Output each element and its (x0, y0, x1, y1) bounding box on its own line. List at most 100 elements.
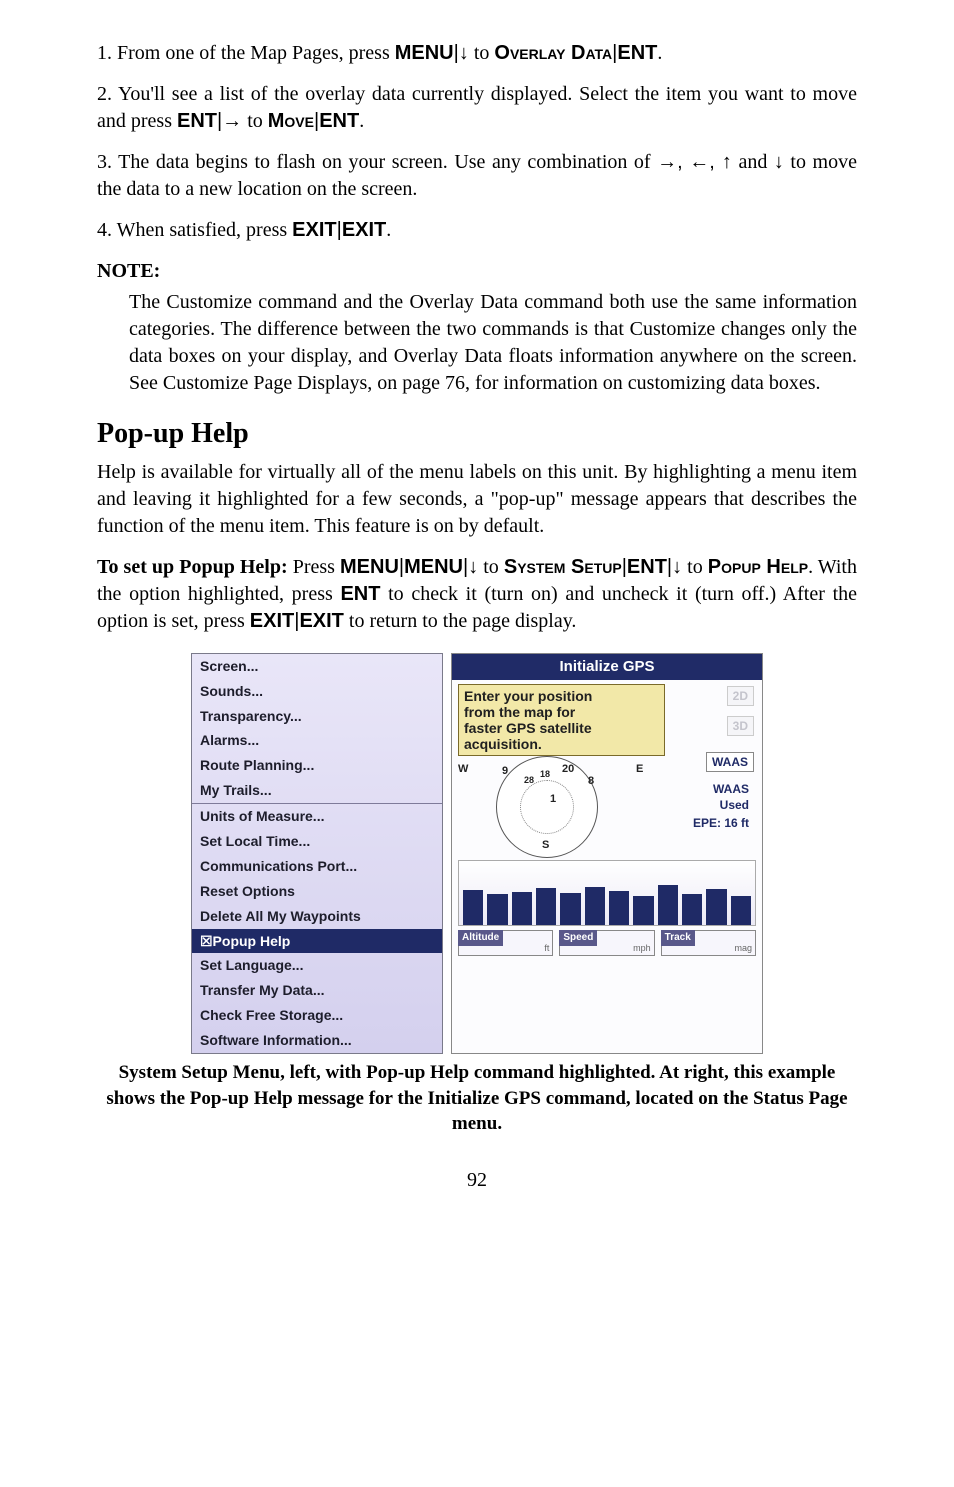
menu-item[interactable]: Set Language... (192, 953, 442, 978)
menu-item[interactable]: Sounds... (192, 679, 442, 704)
gauge-unit: mph (633, 942, 651, 954)
txt: to (682, 556, 708, 578)
exit-key: EXIT (299, 610, 343, 632)
down-arrow-icon: ↓ (672, 556, 682, 578)
gauge-track: Track mag (661, 930, 756, 956)
txt: Press (288, 556, 340, 578)
signal-bar (487, 894, 507, 925)
compass-w: W (458, 762, 468, 777)
gauge-speed: Speed mph (559, 930, 654, 956)
menu-item[interactable]: Set Local Time... (192, 829, 442, 854)
arrows-left-up-icon: ←, ↑ (689, 151, 732, 173)
signal-bar (706, 889, 726, 925)
overlay-data-label: Overlay Data (494, 42, 612, 64)
compass-e: E (636, 762, 643, 777)
sep: |↓ (454, 42, 469, 64)
sat-num: 9 (502, 764, 508, 779)
section-heading: Pop-up Help (97, 415, 857, 453)
sat-num: 18 (540, 768, 550, 780)
epe-label: EPE: 16 ft (688, 814, 754, 832)
signal-bars (458, 860, 756, 926)
ent-key: ENT (340, 583, 380, 605)
menu-item[interactable]: Screen... (192, 654, 442, 679)
signal-bar (585, 887, 605, 925)
txt: to (242, 110, 268, 132)
compass-s: S (542, 838, 549, 853)
ent-key: ENT (177, 110, 217, 132)
arrow-right-icon: →, (657, 151, 683, 173)
step1-prefix: 1. From one of the Map Pages, press (97, 42, 395, 64)
menu-item[interactable]: Route Planning... (192, 753, 442, 778)
signal-bar (560, 893, 580, 925)
exit-key: EXIT (250, 610, 294, 632)
txt: and (732, 151, 774, 173)
menu-item[interactable]: Transparency... (192, 704, 442, 729)
move-label: Move (268, 110, 314, 132)
badge-3d: 3D (727, 716, 754, 736)
signal-bar (682, 894, 702, 925)
txt: to (478, 556, 504, 578)
compass-inner-icon (520, 780, 574, 834)
menu-item[interactable]: Check Free Storage... (192, 1003, 442, 1028)
menu-item[interactable]: Transfer My Data... (192, 978, 442, 1003)
ent-key: ENT (627, 556, 667, 578)
system-setup-label: System Setup (504, 556, 622, 578)
tooltip-line: acquisition. (464, 736, 542, 752)
sat-num: 20 (562, 762, 574, 777)
menu-item[interactable]: Alarms... (192, 728, 442, 753)
gauge-label: Speed (559, 930, 597, 946)
tooltip-line: from the map for (464, 704, 575, 720)
sky-plot: W E S 9 28 18 20 8 1 (458, 766, 658, 844)
menu-item[interactable]: Reset Options (192, 879, 442, 904)
menu-key: MENU (340, 556, 399, 578)
down-arrow-icon: ↓ (468, 556, 478, 578)
badge-waas: WAAS (706, 752, 754, 772)
gps-panel-title: Initialize GPS (452, 654, 762, 680)
period: . (359, 110, 364, 132)
menu-item-popup-help-highlighted[interactable]: ☒Popup Help (192, 929, 442, 954)
sat-num: 8 (588, 774, 594, 789)
menu-item[interactable]: My Trails... (192, 778, 442, 803)
popup-help-label: Popup Help (708, 556, 808, 578)
sat-num: 28 (524, 774, 534, 786)
tooltip-line: faster GPS satellite (464, 720, 592, 736)
gauge-label: Altitude (458, 930, 503, 946)
signal-bar (536, 888, 556, 925)
setup-para: To set up Popup Help: Press MENU|MENU|↓ … (97, 554, 857, 635)
ent-key: ENT (319, 110, 359, 132)
initialize-gps-panel: Initialize GPS Enter your position from … (451, 653, 763, 1054)
figure-row: Screen...Sounds...Transparency...Alarms.… (97, 653, 857, 1054)
step-4: 4. When satisfied, press EXIT|EXIT. (97, 217, 857, 244)
ent-key: ENT (617, 42, 657, 64)
signal-bar (609, 891, 629, 926)
txt: 4. When satisfied, press (97, 219, 292, 241)
sep: |→ (217, 110, 242, 132)
menu-item[interactable]: Software Information... (192, 1028, 442, 1053)
setup-lead: To set up Popup Help: (97, 556, 288, 578)
note-body: The Customize command and the Overlay Da… (129, 289, 857, 397)
period: . (386, 219, 391, 241)
popup-help-tooltip: Enter your position from the map for fas… (458, 684, 665, 756)
step-3: 3. The data begins to flash on your scre… (97, 149, 857, 203)
gauge-unit: ft (544, 942, 549, 954)
txt: to return to the page display. (344, 610, 577, 632)
gauge-label: Track (661, 930, 695, 946)
arrow-down-icon: ↓ (774, 151, 784, 173)
sat-num: 1 (550, 792, 556, 807)
txt: 3. The data begins to flash on your scre… (97, 151, 657, 173)
tooltip-line: Enter your position (464, 688, 592, 704)
gauge-altitude: Altitude ft (458, 930, 553, 956)
figure-caption: System Setup Menu, left, with Pop-up Hel… (97, 1060, 857, 1137)
system-setup-menu-panel: Screen...Sounds...Transparency...Alarms.… (191, 653, 443, 1054)
gauge-row: Altitude ft Speed mph Track mag (458, 930, 756, 956)
gps-panel-body: Enter your position from the map for fas… (452, 680, 762, 960)
menu-item[interactable]: Delete All My Waypoints (192, 904, 442, 929)
note-header: NOTE: (97, 258, 857, 285)
exit-key: EXIT (292, 219, 336, 241)
menu-item[interactable]: Communications Port... (192, 854, 442, 879)
badge-used: Used (715, 796, 754, 814)
menu-item[interactable]: Units of Measure... (192, 804, 442, 829)
txt: to (469, 42, 495, 64)
step-2: 2. You'll see a list of the overlay data… (97, 81, 857, 135)
signal-bar (731, 896, 751, 925)
